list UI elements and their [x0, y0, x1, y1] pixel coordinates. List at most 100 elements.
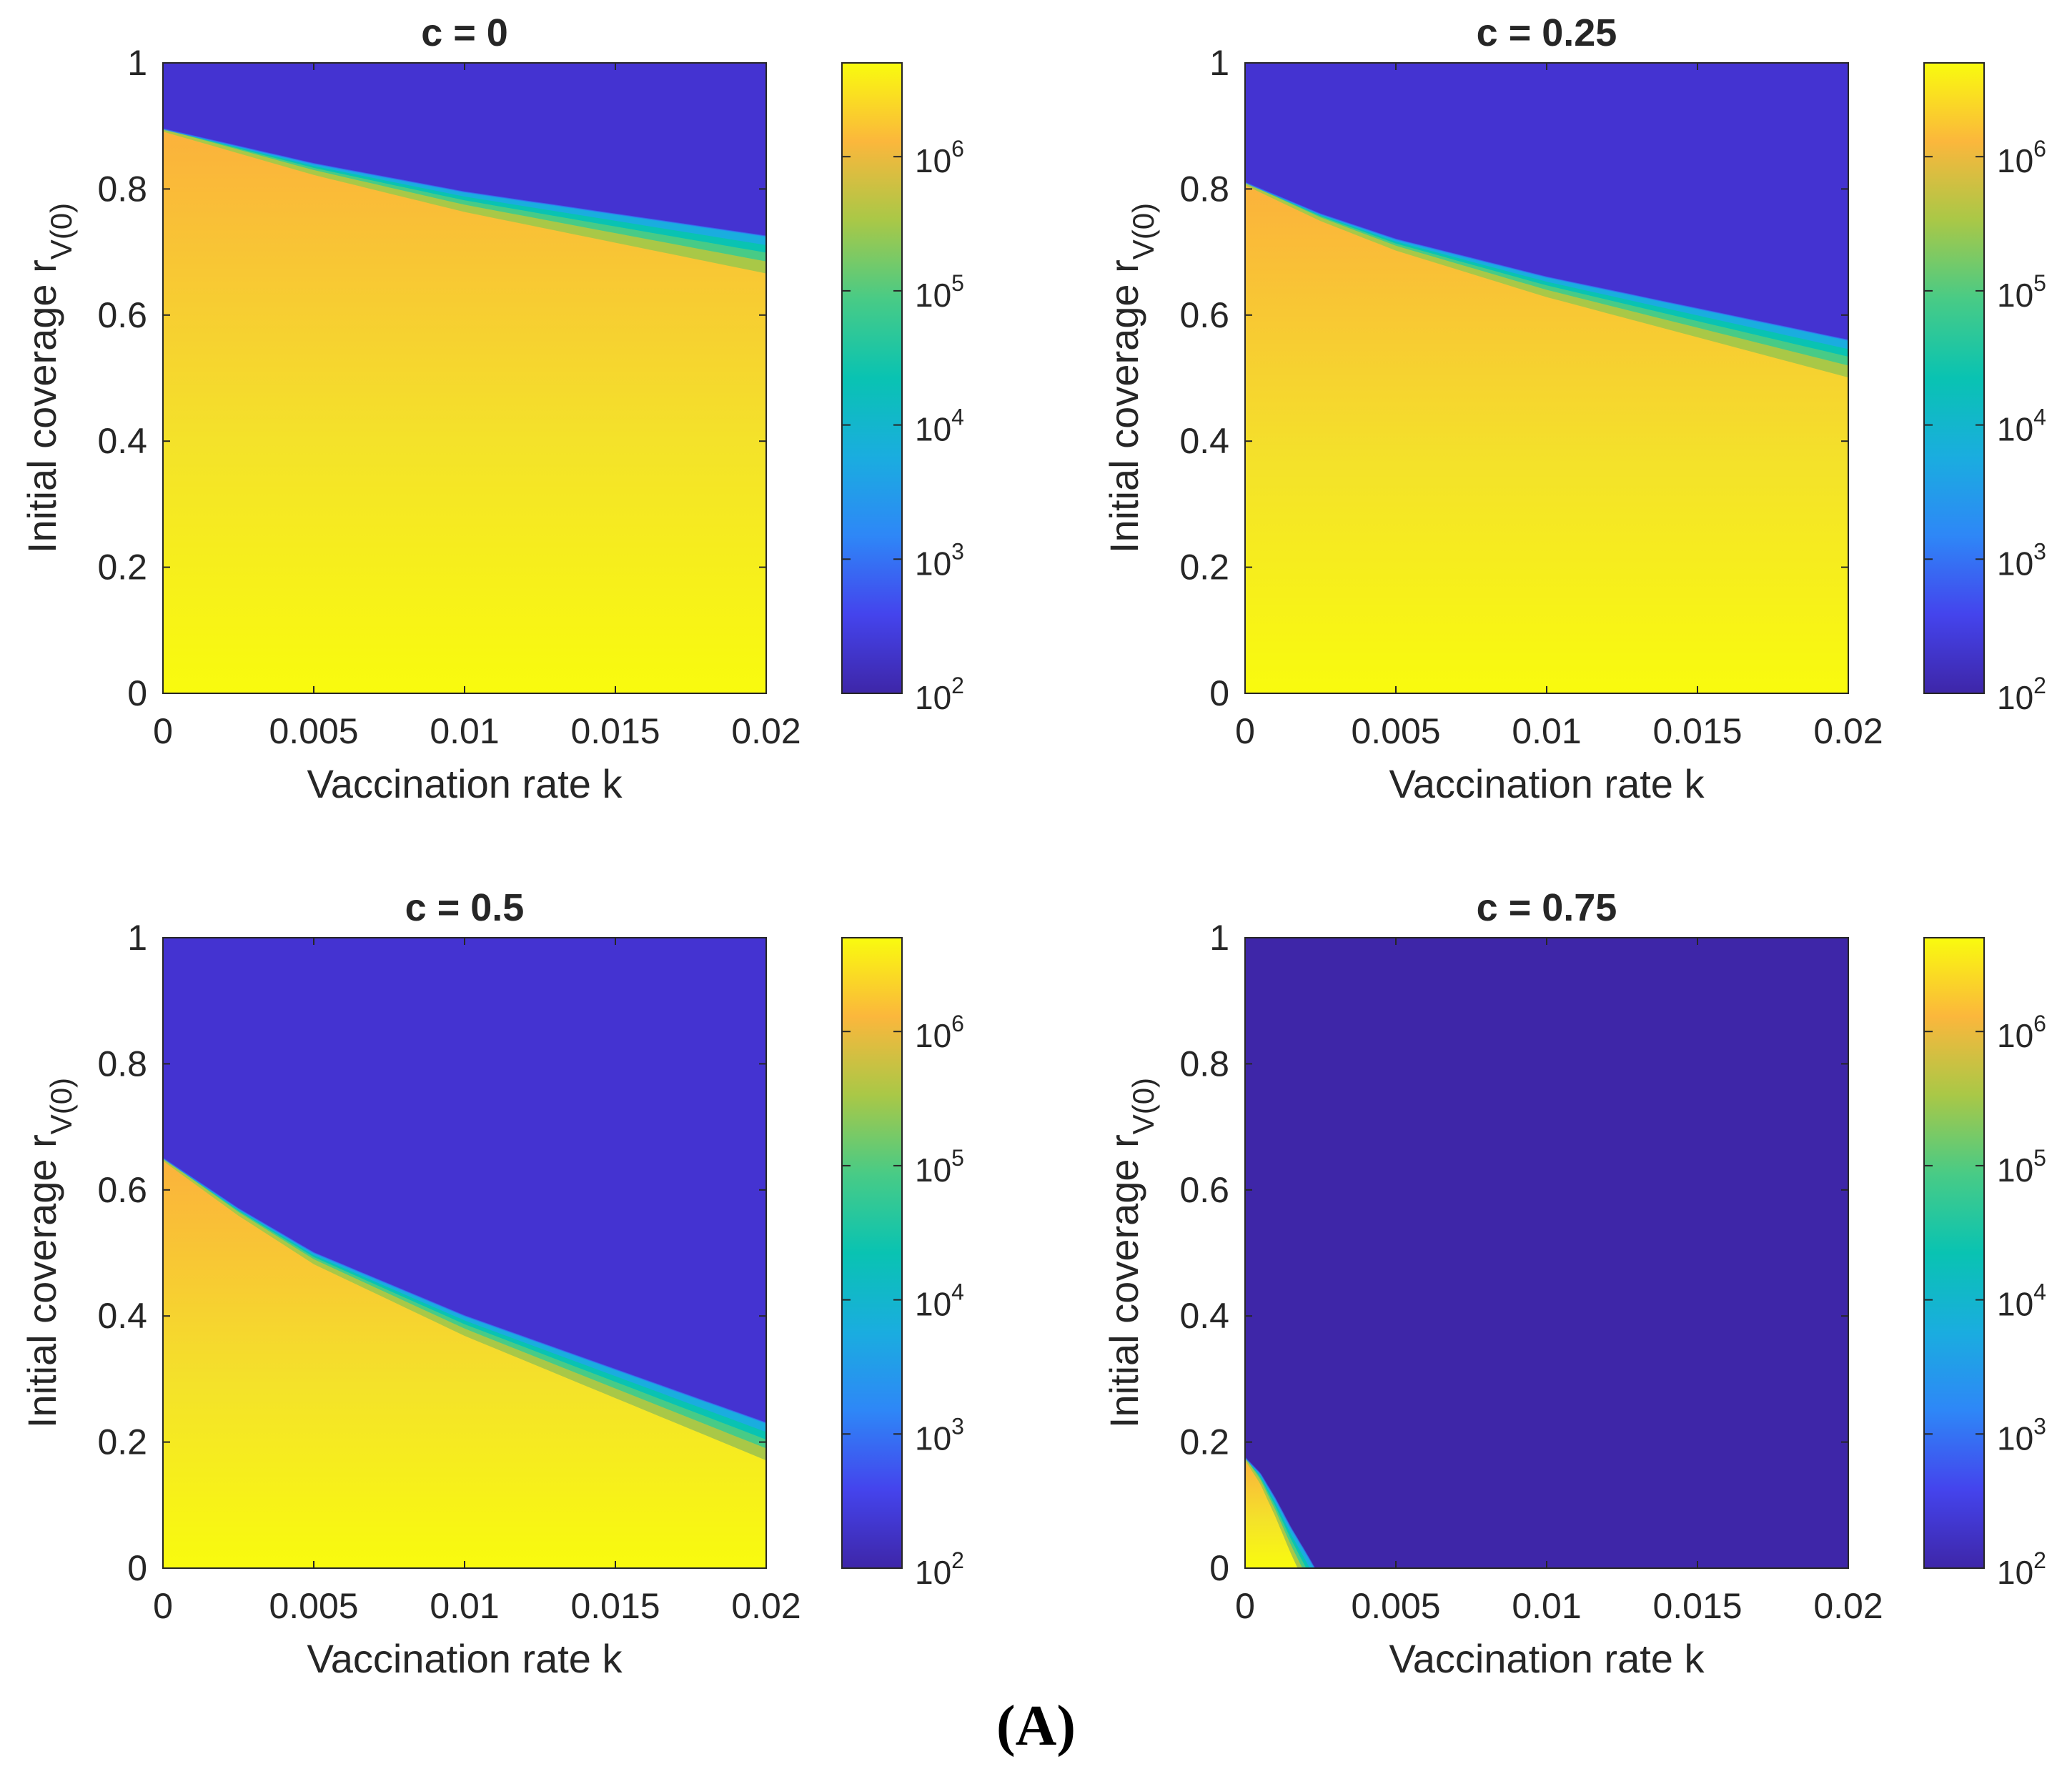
colorbar-tick-label: 106 — [915, 1011, 964, 1054]
colorbar-tick-exponent: 4 — [951, 405, 964, 430]
x-tick-label: 0.005 — [269, 711, 358, 751]
y-tick-label: 0.6 — [97, 295, 147, 335]
y-tick-label: 0.2 — [97, 547, 147, 588]
plot-frame — [1244, 62, 1849, 694]
y-tick-label: 0.6 — [1179, 1170, 1229, 1210]
figure-caption: (A) — [996, 1695, 1076, 1758]
colorbar-tick-exponent: 2 — [2033, 1547, 2046, 1573]
x-tick-label: 0 — [153, 1586, 173, 1626]
x-tick-label: 0.005 — [269, 1586, 358, 1626]
colorbar — [841, 62, 903, 694]
colorbar-tick-exponent: 6 — [951, 1011, 964, 1036]
heatmap-high-region — [1245, 185, 1848, 694]
x-tick-label: 0.005 — [1351, 1586, 1440, 1626]
x-tick-label: 0.02 — [731, 1586, 800, 1626]
colorbar-tick-base: 10 — [1997, 545, 2033, 582]
colorbar-tick-base: 10 — [1997, 142, 2033, 179]
x-tick-label: 0.005 — [1351, 711, 1440, 751]
threshold-boundary — [1244, 182, 1849, 694]
x-tick-label: 0.01 — [1512, 711, 1581, 751]
colorbar-tick-base: 10 — [1997, 1151, 2033, 1189]
x-tick-label: 0.02 — [731, 711, 800, 751]
colorbar-tick-base: 10 — [915, 679, 951, 716]
colorbar-tick-label: 106 — [915, 136, 964, 179]
y-tick-label: 0.4 — [1179, 421, 1229, 461]
colorbar-tick-base: 10 — [915, 1151, 951, 1189]
y-tick-label: 0.8 — [1179, 169, 1229, 209]
colorbar-tick-label: 104 — [1997, 405, 2046, 448]
y-tick-label: 1 — [127, 918, 147, 958]
y-axis-label-subscript: V(0) — [1126, 203, 1160, 259]
y-axis-label-subscript: V(0) — [1126, 1078, 1160, 1134]
colorbar-tick-exponent: 3 — [2033, 1413, 2046, 1439]
threshold-boundary — [162, 1156, 767, 1569]
colorbar-tick-label: 105 — [915, 1145, 964, 1189]
colorbar-tick-label: 103 — [915, 538, 964, 582]
chart-panel-4: 0 0.005 0.01 0.015 0.02 0 0.2 0.4 0.6 0.8 1 c = 0.7… — [1101, 886, 2046, 1681]
colorbar-tick-exponent: 5 — [2033, 270, 2046, 296]
y-tick-label: 0 — [1209, 1548, 1229, 1588]
x-tick-label: 0.02 — [1813, 711, 1883, 751]
y-axis-label-main: Initial coverage r — [19, 1134, 64, 1428]
panel-title: c = 0 — [421, 11, 508, 54]
y-axis-label: Initial coverage rV(0) — [1101, 1078, 1160, 1428]
y-axis-label-main: Initial coverage r — [1101, 1134, 1146, 1428]
colorbar-tick-label: 105 — [915, 270, 964, 314]
colorbar-tick-exponent: 6 — [2033, 136, 2046, 162]
panel-title: c = 0.75 — [1477, 886, 1617, 929]
panel-title: c = 0.25 — [1477, 11, 1617, 54]
colorbar-tick-exponent: 3 — [951, 538, 964, 564]
chart-panel-1: 0 0.005 0.01 0.015 0.02 0 0.2 0.4 0.6 0.8 1 c = 0 Va… — [19, 11, 964, 806]
y-tick-label: 0.2 — [97, 1422, 147, 1462]
x-tick-label: 0 — [153, 711, 173, 751]
y-tick-label: 1 — [1209, 43, 1229, 83]
y-tick-label: 0.2 — [1179, 547, 1229, 588]
colorbar-tick-base: 10 — [915, 1286, 951, 1323]
colorbar-tick-exponent: 5 — [2033, 1145, 2046, 1171]
y-tick-label: 0.8 — [1179, 1044, 1229, 1084]
colorbar-tick-exponent: 4 — [951, 1279, 964, 1305]
x-tick-label: 0.01 — [430, 1586, 499, 1626]
heatmap-high-region — [163, 132, 766, 694]
y-tick-label: 0.6 — [97, 1170, 147, 1210]
colorbar-tick-base: 10 — [1997, 1554, 2033, 1591]
x-axis-label: Vaccination rate k — [1389, 761, 1705, 806]
colorbar-tick-label: 105 — [1997, 1145, 2046, 1189]
x-axis-label: Vaccination rate k — [307, 1636, 623, 1681]
colorbar-tick-exponent: 5 — [951, 1145, 964, 1171]
y-tick-label: 1 — [127, 43, 147, 83]
colorbar-tick-exponent: 5 — [951, 270, 964, 296]
colorbar-tick-base: 10 — [915, 1017, 951, 1054]
plot-frame — [162, 937, 767, 1569]
colorbar-tick-base: 10 — [915, 142, 951, 179]
colorbar-tick-label: 102 — [1997, 1547, 2046, 1591]
x-tick-label: 0.01 — [430, 711, 499, 751]
x-tick-label: 0.015 — [1652, 1586, 1742, 1626]
colorbar-tick-base: 10 — [1997, 1286, 2033, 1323]
panel-title: c = 0.5 — [405, 886, 525, 929]
y-tick-label: 0 — [127, 673, 147, 713]
y-tick-label: 0.8 — [97, 1044, 147, 1084]
colorbar-tick-base: 10 — [1997, 277, 2033, 314]
colorbar-tick-base: 10 — [915, 411, 951, 448]
colorbar — [1923, 937, 1985, 1569]
colorbar-tick-label: 105 — [1997, 270, 2046, 314]
y-tick-label: 0.2 — [1179, 1422, 1229, 1462]
y-axis-label-subscript: V(0) — [44, 1078, 78, 1134]
colorbar-tick-exponent: 4 — [2033, 405, 2046, 430]
heatmap-high-region — [163, 1161, 766, 1568]
colorbar-tick-base: 10 — [1997, 411, 2033, 448]
plot-frame — [162, 62, 767, 694]
colorbar-tick-label: 102 — [915, 673, 964, 716]
colorbar-tick-label: 106 — [1997, 1011, 2046, 1054]
x-tick-label: 0.015 — [570, 711, 660, 751]
x-tick-label: 0.02 — [1813, 1586, 1883, 1626]
threshold-boundary — [162, 128, 767, 694]
colorbar-tick-base: 10 — [1997, 679, 2033, 716]
colorbar-tick-label: 102 — [1997, 673, 2046, 716]
colorbar — [1923, 62, 1985, 694]
colorbar-tick-exponent: 2 — [951, 1547, 964, 1573]
colorbar-tick-label: 106 — [1997, 136, 2046, 179]
colorbar-tick-label: 102 — [915, 1547, 964, 1591]
